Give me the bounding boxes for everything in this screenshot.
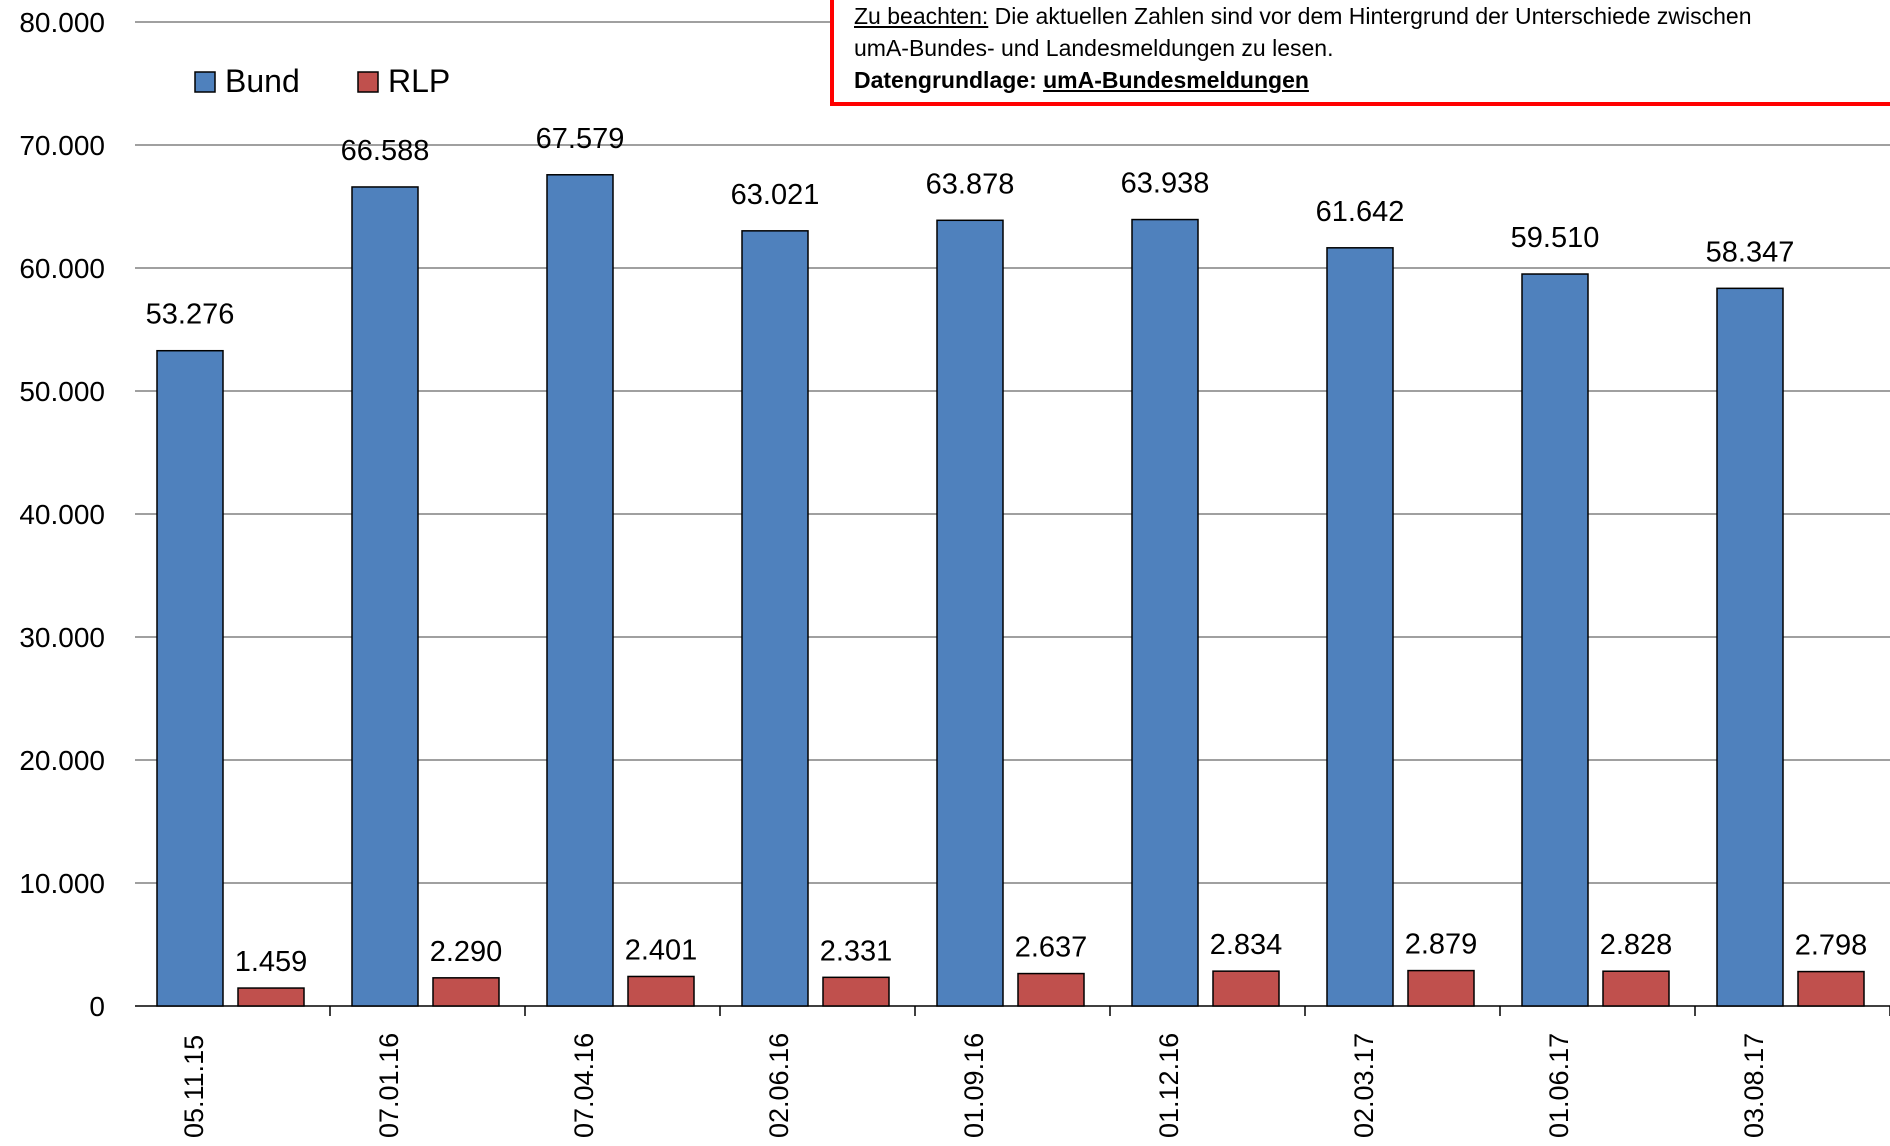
data-label-rlp: 1.459 — [235, 946, 308, 978]
bar-bund — [1131, 218, 1199, 1007]
bar-bund — [351, 186, 419, 1007]
data-note-box: Zu beachten: Die aktuellen Zahlen sind v… — [830, 0, 1890, 106]
legend-swatch — [194, 71, 216, 93]
y-tick-label: 50.000 — [19, 376, 105, 407]
data-label-bund: 58.347 — [1706, 236, 1795, 268]
bar-bund — [546, 174, 614, 1007]
note-line-3: Datengrundlage: umA-Bundesmeldungen — [854, 64, 1890, 96]
x-tick-label: 01.09.16 — [959, 1033, 989, 1138]
bar-bund — [741, 230, 809, 1007]
bar-bund — [156, 349, 224, 1007]
x-tick-label: 02.06.16 — [764, 1033, 794, 1138]
note-label: Zu beachten: — [854, 3, 989, 29]
data-label-bund: 66.588 — [341, 135, 430, 167]
data-label-rlp: 2.879 — [1405, 929, 1478, 961]
bar-rlp — [1407, 969, 1475, 1007]
data-label-rlp: 2.834 — [1210, 929, 1283, 961]
data-label-rlp: 2.290 — [430, 936, 503, 968]
data-label-rlp: 2.401 — [625, 934, 698, 966]
note-source-value: umA-Bundesmeldungen — [1043, 67, 1309, 93]
bar-rlp — [627, 975, 695, 1007]
data-label-bund: 67.579 — [536, 123, 625, 155]
bar-bund — [936, 219, 1004, 1007]
bar-rlp — [822, 976, 890, 1007]
x-tick-label: 01.06.17 — [1544, 1033, 1574, 1138]
data-label-rlp: 2.828 — [1600, 929, 1673, 961]
note-line-1-text: Die aktuellen Zahlen sind vor dem Hinter… — [988, 3, 1752, 29]
data-label-bund: 63.878 — [926, 168, 1015, 200]
legend-swatch — [357, 71, 379, 93]
bar-bund — [1521, 273, 1589, 1007]
y-tick-label: 70.000 — [19, 130, 105, 161]
bar-rlp — [1017, 972, 1085, 1007]
note-line-2: umA-Bundes- und Landesmeldungen zu lesen… — [854, 35, 1334, 61]
note-line-1: Zu beachten: Die aktuellen Zahlen sind v… — [854, 0, 1890, 32]
bar-rlp — [237, 987, 305, 1007]
bar-rlp — [1212, 970, 1280, 1007]
data-label-rlp: 2.637 — [1015, 932, 1088, 964]
bar-bund — [1326, 247, 1394, 1007]
bar-rlp — [1797, 970, 1865, 1007]
data-label-bund: 61.642 — [1316, 196, 1405, 228]
legend-label: RLP — [388, 63, 450, 99]
y-tick-label: 0 — [89, 991, 105, 1022]
x-tick-label: 01.12.16 — [1154, 1033, 1184, 1138]
y-tick-label: 40.000 — [19, 499, 105, 530]
y-tick-label: 30.000 — [19, 622, 105, 653]
data-label-bund: 63.938 — [1121, 168, 1210, 200]
bar-rlp — [1602, 970, 1670, 1007]
data-label-rlp: 2.331 — [820, 935, 893, 967]
y-tick-label: 20.000 — [19, 745, 105, 776]
x-tick-label: 05.11.15 — [179, 1035, 209, 1138]
x-tick-label: 03.08.17 — [1739, 1033, 1769, 1138]
data-label-bund: 63.021 — [731, 179, 820, 211]
data-label-bund: 59.510 — [1511, 222, 1600, 254]
y-tick-label: 60.000 — [19, 253, 105, 284]
note-source-label: Datengrundlage: — [854, 67, 1044, 93]
y-tick-label: 80.000 — [19, 7, 105, 38]
bar-rlp — [432, 977, 500, 1007]
data-label-rlp: 2.798 — [1795, 930, 1868, 962]
bar-bund — [1716, 287, 1784, 1007]
x-tick-label: 07.01.16 — [374, 1033, 404, 1138]
x-tick-label: 07.04.16 — [569, 1033, 599, 1138]
x-tick-label: 02.03.17 — [1349, 1033, 1379, 1138]
legend-label: Bund — [225, 63, 300, 99]
data-label-bund: 53.276 — [146, 299, 235, 331]
y-tick-label: 10.000 — [19, 868, 105, 899]
